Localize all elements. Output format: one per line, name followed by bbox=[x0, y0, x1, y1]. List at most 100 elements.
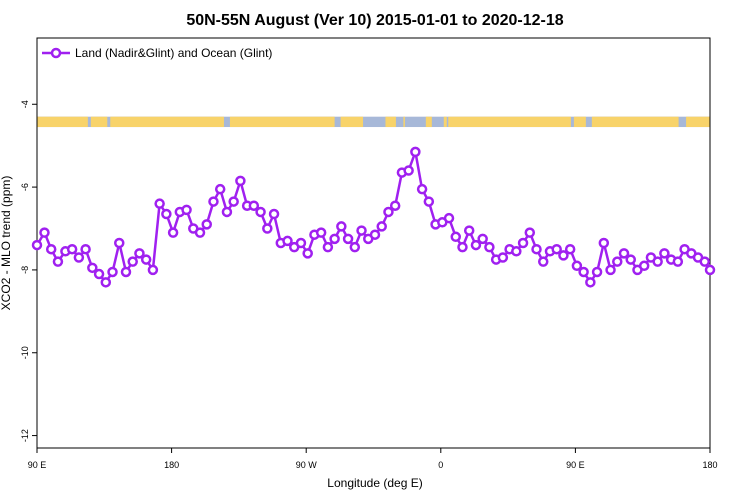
data-point bbox=[120, 266, 132, 278]
data-point bbox=[389, 200, 401, 211]
y-tick-label: -10 bbox=[20, 346, 30, 359]
data-point bbox=[329, 233, 340, 245]
data-point bbox=[652, 256, 663, 267]
data-point bbox=[315, 227, 327, 238]
data-point bbox=[73, 252, 85, 263]
y-tick-label: -6 bbox=[20, 183, 30, 191]
land-segment bbox=[340, 116, 364, 128]
data-point bbox=[625, 254, 636, 265]
data-point bbox=[322, 241, 334, 253]
land-segment bbox=[110, 116, 224, 128]
land-segment bbox=[90, 116, 108, 128]
data-point bbox=[336, 221, 347, 232]
data-point bbox=[161, 208, 172, 220]
data-point bbox=[127, 256, 138, 267]
x-axis-label: Longitude (deg E) bbox=[327, 476, 422, 490]
data-point bbox=[376, 221, 387, 232]
data-point bbox=[255, 206, 266, 218]
land-segment bbox=[443, 116, 447, 128]
land-segment bbox=[385, 116, 396, 128]
data-point bbox=[618, 248, 630, 259]
data-point bbox=[423, 196, 435, 207]
data-point bbox=[31, 239, 43, 251]
land-segment bbox=[425, 116, 432, 128]
land-segment bbox=[403, 116, 405, 128]
data-point bbox=[39, 227, 50, 238]
data-point bbox=[228, 196, 239, 207]
data-point bbox=[383, 206, 394, 218]
x-tick-label: 180 bbox=[164, 460, 179, 470]
data-point bbox=[463, 225, 475, 236]
data-point bbox=[598, 237, 610, 249]
data-point bbox=[208, 196, 219, 207]
data-point bbox=[638, 260, 650, 272]
data-point bbox=[342, 233, 354, 245]
data-point bbox=[262, 223, 273, 234]
data-point bbox=[154, 198, 165, 209]
land-segment bbox=[573, 116, 586, 128]
data-point bbox=[591, 266, 603, 278]
data-point bbox=[531, 243, 542, 255]
y-tick-label: -4 bbox=[20, 100, 30, 108]
data-point bbox=[470, 239, 482, 251]
data-point bbox=[114, 237, 125, 249]
land-ocean-band bbox=[37, 116, 710, 128]
data-point bbox=[45, 243, 57, 255]
x-axis: 90 E 180 90 W 0 90 E 180 bbox=[28, 448, 718, 470]
data-point bbox=[564, 243, 576, 255]
data-point bbox=[457, 241, 468, 253]
legend-point-marker bbox=[50, 47, 62, 59]
data-point bbox=[558, 250, 569, 261]
data-point bbox=[194, 227, 206, 238]
data-point bbox=[369, 229, 381, 240]
legend-label: Land (Nadir&Glint) and Ocean (Glint) bbox=[75, 46, 272, 60]
data-point bbox=[140, 254, 152, 265]
data-point bbox=[416, 183, 428, 195]
land-segment bbox=[229, 116, 335, 128]
series-land-ocean bbox=[31, 146, 716, 288]
data-point bbox=[605, 264, 616, 276]
data-point bbox=[484, 241, 495, 253]
data-point bbox=[248, 200, 260, 211]
data-point bbox=[93, 268, 105, 280]
land-segment bbox=[591, 116, 679, 128]
data-point bbox=[443, 212, 455, 224]
data-point bbox=[672, 256, 684, 267]
data-point bbox=[497, 252, 509, 263]
data-point bbox=[551, 243, 562, 255]
y-tick-label: -12 bbox=[20, 429, 30, 442]
data-point bbox=[100, 277, 112, 288]
x-tick-label: 180 bbox=[702, 460, 717, 470]
data-point bbox=[585, 277, 596, 288]
data-point bbox=[517, 237, 529, 249]
data-point bbox=[571, 260, 583, 272]
land-segment bbox=[448, 116, 571, 128]
data-point bbox=[537, 256, 549, 267]
ocean-band bbox=[37, 116, 710, 128]
y-tick-label: -8 bbox=[20, 266, 30, 274]
data-point bbox=[134, 248, 145, 259]
data-point bbox=[221, 206, 233, 218]
data-point bbox=[349, 241, 361, 253]
data-point bbox=[181, 204, 192, 216]
data-point bbox=[107, 266, 118, 278]
data-point bbox=[699, 256, 711, 267]
data-point bbox=[511, 246, 522, 257]
legend: Land (Nadir&Glint) and Ocean (Glint) bbox=[42, 46, 272, 60]
land-segment bbox=[37, 116, 88, 128]
data-point bbox=[201, 219, 212, 230]
data-point bbox=[403, 165, 414, 176]
data-point bbox=[704, 264, 716, 276]
land-segment bbox=[686, 116, 710, 128]
y-axis-label: XCO2 - MLO trend (ppm) bbox=[0, 176, 13, 311]
data-point bbox=[524, 227, 536, 238]
data-point bbox=[659, 248, 670, 259]
data-point bbox=[477, 233, 488, 245]
data-point bbox=[612, 256, 623, 267]
data-point bbox=[282, 235, 293, 247]
data-point bbox=[578, 266, 589, 278]
data-point bbox=[302, 248, 313, 259]
data-point bbox=[356, 225, 367, 236]
